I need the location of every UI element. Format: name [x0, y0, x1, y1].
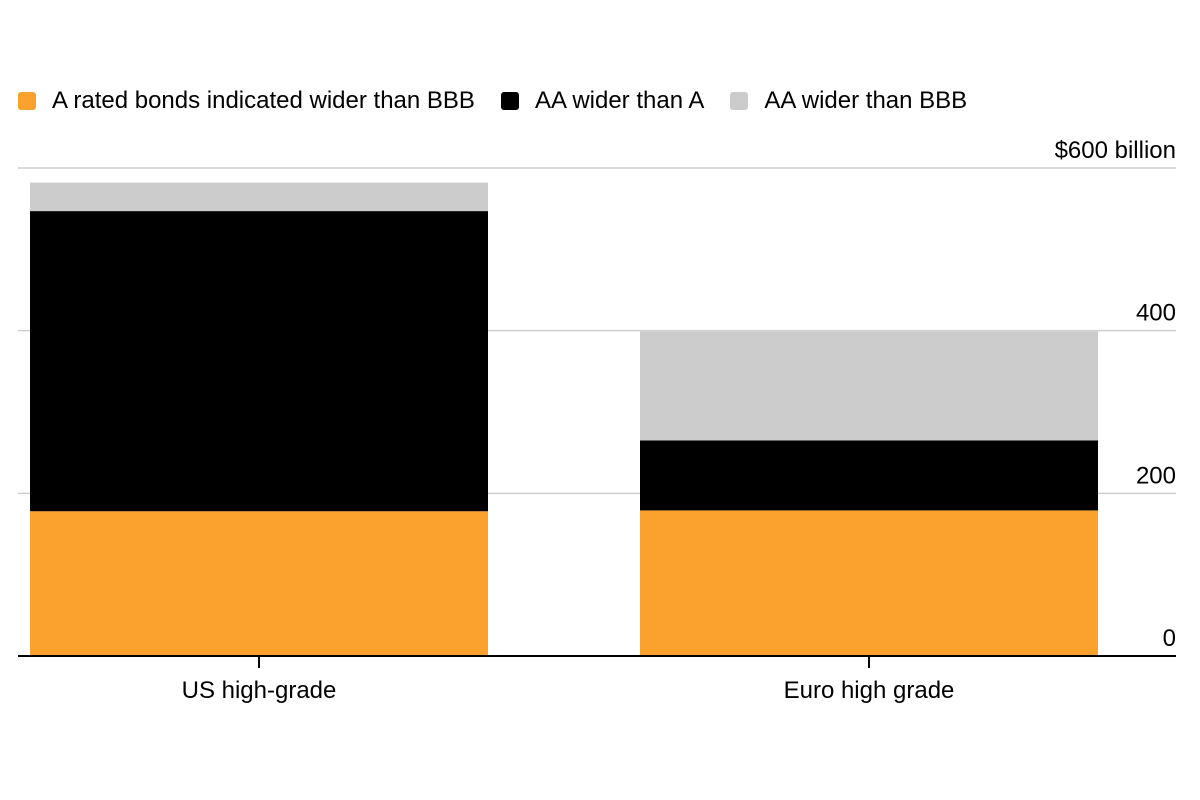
legend-label-aa-wider-than-bbb: AA wider than BBB [764, 87, 968, 114]
legend-item-aa-wider-than-a: AA wider than A [500, 87, 705, 115]
bar-segment-0-2 [30, 182, 488, 212]
y-tick-label-0: 0 [1163, 625, 1176, 652]
legend-item-aa-wider-than-bbb: AA wider than BBB [730, 87, 967, 115]
legend-swatch-a-rated [18, 92, 36, 110]
legend-swatch-aa-wider-than-a [500, 92, 519, 110]
bar-segment-1-0 [640, 510, 1098, 656]
bar-segment-0-0 [30, 511, 488, 656]
legend-item-a-rated: A rated bonds indicated wider than BBB [18, 87, 475, 115]
x-tick-label-0: US high-grade [182, 677, 337, 704]
y-tick-label-600: $600 billion [1055, 137, 1176, 164]
legend: A rated bonds indicated wider than BBB A… [18, 86, 993, 116]
x-tick-label-1: Euro high grade [784, 677, 955, 704]
legend-swatch-aa-wider-than-bbb [730, 92, 749, 110]
legend-label-aa-wider-than-a: AA wider than A [534, 87, 705, 114]
bar-segment-1-2 [640, 331, 1098, 441]
bar-segment-1-1 [640, 440, 1098, 511]
legend-label-a-rated: A rated bonds indicated wider than BBB [52, 87, 475, 114]
bar-segment-0-1 [30, 211, 488, 512]
y-tick-label-400: 400 [1136, 300, 1176, 327]
y-tick-label-200: 200 [1136, 462, 1176, 489]
